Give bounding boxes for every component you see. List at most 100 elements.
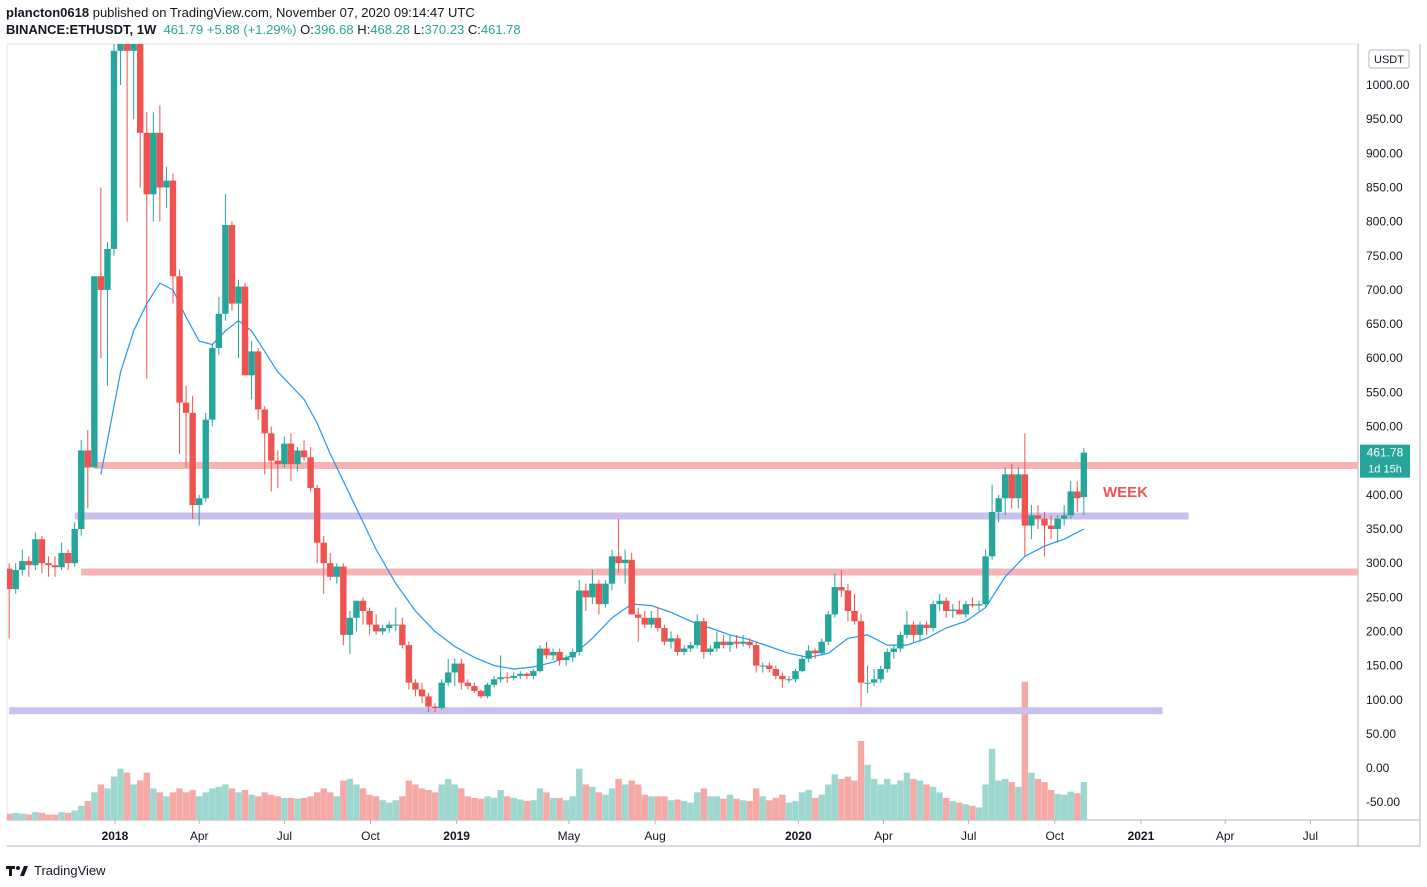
candle-body (1001, 474, 1009, 499)
time-tick-label: Apr (1216, 829, 1235, 843)
candle-body (962, 604, 970, 615)
volume-bar (123, 772, 131, 820)
candle-body (307, 457, 314, 489)
price-tick-label: 850.00 (1366, 180, 1403, 194)
volume-bar (897, 780, 904, 820)
volume-bar (182, 792, 190, 820)
candle-body (707, 648, 714, 652)
candle-body (569, 651, 576, 658)
volume-bar (661, 796, 668, 820)
volume-bar (137, 780, 144, 820)
candle-body (137, 44, 144, 133)
candle-body (726, 641, 734, 646)
publish-info: plancton0618 published on TradingView.co… (6, 5, 475, 20)
volume-bar (392, 800, 399, 820)
candle-body (857, 621, 865, 683)
volume-bar (694, 792, 701, 820)
candle-body (694, 621, 701, 646)
candle-body (300, 450, 308, 458)
candle-body (536, 648, 544, 672)
volume-bar (831, 774, 839, 820)
candle-body (327, 563, 334, 577)
volume-bar (752, 788, 760, 820)
volume-bar (320, 788, 327, 820)
candle-body (503, 677, 511, 679)
price-tick-label: 550.00 (1366, 385, 1403, 399)
price-tick-label: 350.00 (1366, 522, 1403, 536)
volume-bar (130, 784, 137, 820)
candle-body (78, 450, 85, 529)
volume-bar (975, 807, 983, 820)
volume-bar (700, 788, 707, 820)
volume-bar (602, 794, 609, 820)
candle-body (713, 641, 721, 649)
symbol-label[interactable]: BINANCE:ETHUSDT, 1W (6, 22, 157, 37)
candle-body (556, 651, 563, 661)
candle-body (12, 569, 19, 590)
candle-body (340, 566, 347, 635)
candle-body (51, 565, 59, 568)
volume-bar (156, 792, 164, 820)
candle-body (877, 669, 884, 680)
high-label: H: (357, 22, 371, 37)
volume-bar (274, 796, 282, 820)
last-price: 461.79 (163, 22, 204, 37)
volume-bar (1054, 793, 1061, 820)
candle-body (700, 621, 707, 652)
volume-bar (64, 812, 72, 820)
candle-body (241, 286, 249, 376)
time-tick-label: 2021 (1128, 829, 1155, 843)
candle-body (97, 276, 105, 290)
price-tick-label: 950.00 (1366, 112, 1403, 126)
volume-bar (910, 778, 917, 820)
volume-bar (444, 778, 452, 820)
volume-bar (477, 798, 485, 820)
volume-bar (268, 794, 275, 820)
candle-body (182, 402, 190, 413)
author-name[interactable]: plancton0618 (6, 5, 90, 20)
footer-brand[interactable]: TradingView (6, 860, 106, 880)
volume-bar (969, 805, 976, 820)
candle-body (897, 634, 904, 649)
candle-body (195, 498, 203, 506)
volume-bar (163, 796, 170, 820)
volume-bar (150, 788, 157, 820)
volume-bar (327, 792, 334, 820)
candle-body (176, 276, 183, 403)
candle-body (418, 689, 426, 697)
volume-bar (903, 772, 911, 820)
volume-bar (779, 794, 786, 820)
candle-body (929, 604, 937, 629)
candle-body (215, 313, 223, 348)
candle-body (359, 600, 367, 611)
candle-body (621, 559, 629, 564)
volume-bar (615, 778, 622, 820)
candle-body (975, 604, 983, 606)
candle-body (805, 650, 812, 659)
candle-body (1067, 491, 1074, 516)
time-tick-label: Jul (277, 829, 292, 843)
volume-bar (929, 786, 937, 820)
volume-bar (870, 778, 878, 820)
candle-body (831, 587, 839, 615)
candle-body (117, 44, 124, 51)
volume-bar (785, 802, 793, 820)
open-value: 396.68 (313, 22, 354, 37)
volume-bar (517, 799, 524, 820)
candle-body (425, 696, 432, 707)
volume-bar (84, 801, 91, 820)
price-tick-label: 400.00 (1366, 488, 1403, 502)
volume-bar (713, 796, 721, 820)
candle-body (235, 286, 242, 304)
candle-body (949, 609, 956, 611)
volume-bar (484, 796, 491, 820)
volume-bar (916, 780, 924, 820)
volume-bar (169, 792, 177, 820)
horizontal-band-support (74, 512, 1189, 520)
candle-body (792, 671, 799, 680)
price-tick-label: -50.00 (1366, 795, 1400, 809)
candle-body (1041, 518, 1048, 526)
candle-body (779, 675, 786, 680)
volume-bar (995, 780, 1002, 820)
